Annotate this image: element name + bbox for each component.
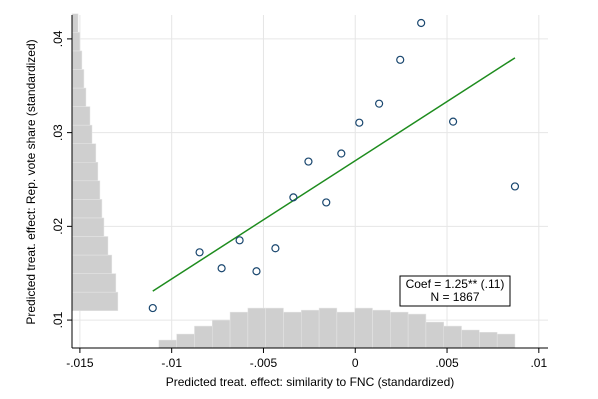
fit-line [152, 57, 516, 292]
annotation-box [399, 275, 511, 307]
x-tick-label: .01 [530, 356, 547, 370]
scatter-point [355, 118, 364, 127]
y-histogram-bar [71, 124, 93, 144]
y-histogram-bar [71, 180, 101, 200]
y-axis-title: Predicted treat. effect: Rep. vote share… [24, 39, 38, 324]
scatter-point [304, 157, 313, 166]
y-histogram-bar [71, 13, 79, 33]
x-tick-label: .005 [435, 356, 459, 370]
x-tick-label: 0 [352, 356, 359, 370]
y-histogram-bar [71, 199, 103, 219]
x-histogram-bar [407, 313, 427, 349]
x-histogram-bar [336, 311, 355, 349]
scatter-point [289, 193, 298, 202]
y-tick-label: .02 [51, 218, 65, 235]
scatter-point [195, 248, 204, 257]
x-axis-title: Predicted treat. effect: similarity to F… [166, 375, 455, 389]
x-histogram-bar [496, 333, 516, 349]
y-tick-label: .03 [51, 124, 65, 141]
y-histogram-bar [71, 87, 87, 107]
x-histogram-bar [354, 307, 373, 349]
scatter-point [322, 198, 331, 207]
x-histogram-bar [372, 309, 391, 349]
x-histogram-bar [265, 307, 284, 349]
x-histogram-bar [301, 309, 320, 349]
y-tick-label: .01 [51, 311, 65, 328]
annotation: N = 1867 [430, 290, 479, 304]
x-tick-label: -.015 [66, 356, 94, 370]
scatter-point [396, 55, 405, 64]
x-histogram-bar [194, 325, 213, 349]
x-histogram-bar [247, 307, 266, 349]
scatter-point [235, 236, 244, 245]
y-histogram-bar [71, 106, 91, 126]
y-histogram-bar [71, 291, 119, 311]
y-histogram-bar [71, 236, 109, 256]
y-histogram-bar [71, 161, 99, 182]
y-histogram-bar [71, 69, 85, 89]
scatter-point [217, 264, 226, 273]
x-tick-label: -.01 [161, 356, 182, 370]
x-tick-label: -.005 [250, 356, 278, 370]
y-histogram-bar [71, 50, 83, 70]
y-histogram-bar [71, 217, 105, 237]
scatter-point [375, 99, 384, 108]
y-histogram-bar [71, 143, 97, 163]
x-histogram-bar [318, 307, 338, 349]
x-histogram-bar [461, 329, 480, 349]
x-histogram-bar [283, 311, 302, 349]
scatter-point [148, 303, 157, 313]
x-histogram-bar [176, 333, 195, 349]
y-tick-label: .04 [51, 30, 65, 47]
x-histogram-bar [479, 332, 498, 349]
x-histogram-bar [390, 311, 409, 349]
x-histogram-bar [211, 319, 231, 349]
y-histogram-bar [71, 32, 81, 52]
annotation: Coef = 1.25** (.11) [406, 277, 505, 291]
scatter-point [252, 267, 261, 276]
scatter-point [448, 117, 458, 126]
scatter-point [337, 149, 346, 158]
scatter-point [417, 18, 426, 28]
x-histogram-bar [443, 325, 462, 349]
y-histogram-bar [71, 254, 113, 274]
scatter-point [271, 244, 280, 253]
y-histogram-bar [71, 273, 117, 293]
x-histogram-bar [425, 321, 444, 349]
scatter-point [510, 182, 520, 191]
x-histogram-bar [229, 311, 249, 349]
x-histogram-bar [158, 339, 177, 349]
